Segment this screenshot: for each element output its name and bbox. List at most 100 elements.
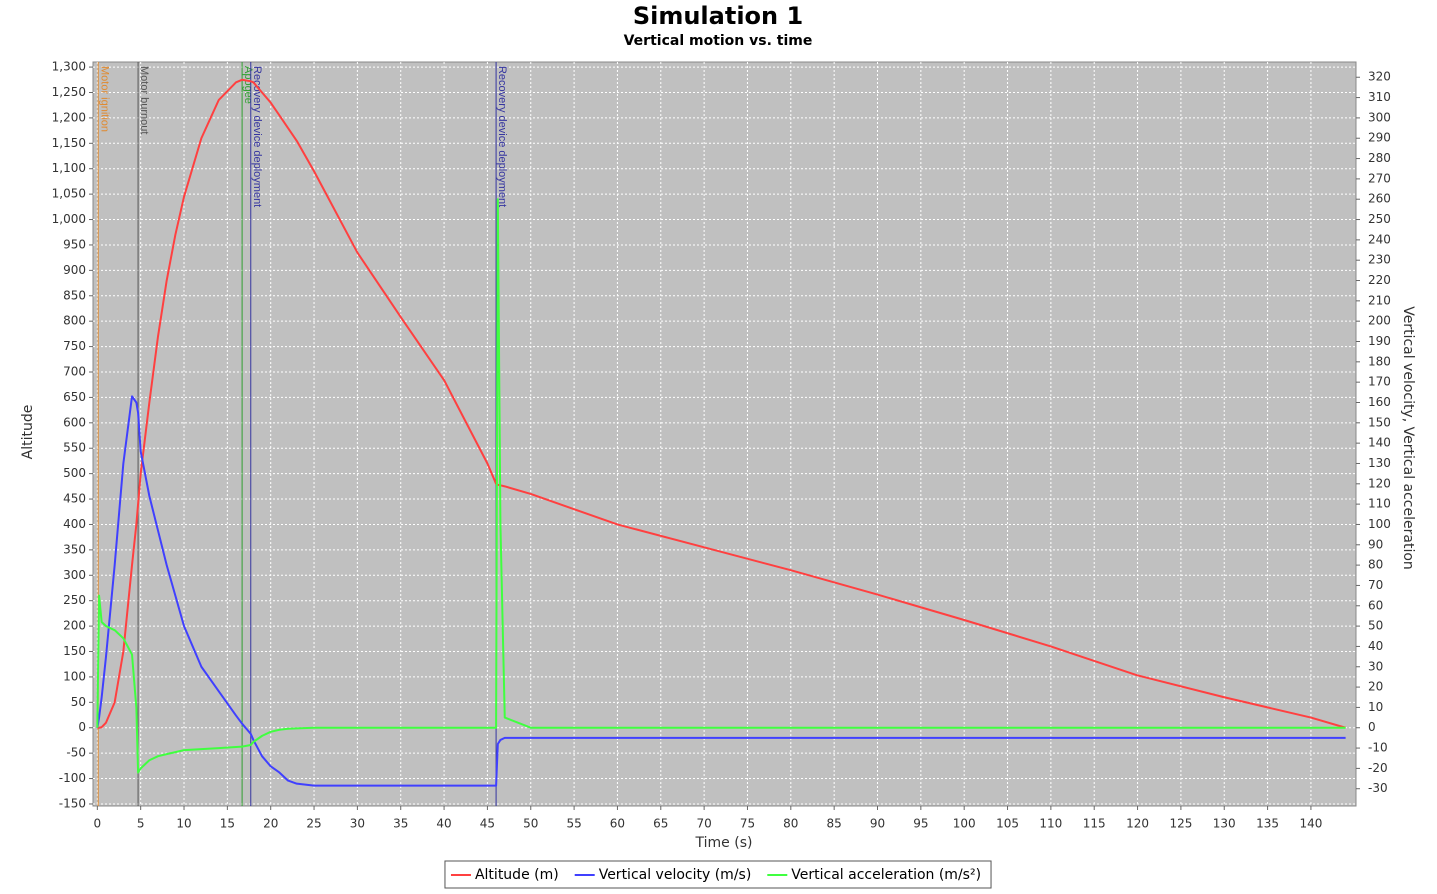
y-tick-label: 1,250 xyxy=(52,85,86,99)
y-tick-label: 850 xyxy=(63,288,86,302)
y-tick-label: 0 xyxy=(78,720,86,734)
y-tick-label: -150 xyxy=(59,796,86,810)
x-tick-label: 125 xyxy=(1169,817,1192,831)
y2-tick-label: 290 xyxy=(1368,131,1391,145)
series-line xyxy=(96,198,1346,774)
y-tick-label: 250 xyxy=(63,593,86,607)
y-tick-label: 750 xyxy=(63,339,86,353)
x-tick-label: 30 xyxy=(350,817,365,831)
y2-tick-label: 110 xyxy=(1368,497,1391,511)
y2-tick-label: 80 xyxy=(1368,558,1383,572)
x-tick-label: 80 xyxy=(783,817,798,831)
y-axis-title: Altitude xyxy=(20,405,36,460)
x-tick-label: 130 xyxy=(1213,817,1236,831)
y-tick-label: 150 xyxy=(63,644,86,658)
y-tick-label: 1,100 xyxy=(52,161,86,175)
chart-subtitle: Vertical motion vs. time xyxy=(624,33,813,49)
event-label: Motor burnout xyxy=(138,66,150,134)
y2-tick-label: 50 xyxy=(1368,619,1383,633)
x-tick-label: 45 xyxy=(480,817,495,831)
y-tick-label: 700 xyxy=(63,365,86,379)
y2-tick-label: -20 xyxy=(1368,761,1388,775)
x-tick-label: 50 xyxy=(523,817,538,831)
x-tick-label: 60 xyxy=(610,817,625,831)
y-tick-label: 900 xyxy=(63,263,86,277)
x-tick-label: 120 xyxy=(1126,817,1149,831)
y2-tick-label: 300 xyxy=(1368,110,1391,124)
y2-tick-label: 230 xyxy=(1368,253,1391,267)
legend-label: Vertical velocity (m/s) xyxy=(599,867,752,883)
x-tick-label: 20 xyxy=(263,817,278,831)
y2-tick-label: 130 xyxy=(1368,456,1391,470)
y2-tick-label: 140 xyxy=(1368,436,1391,450)
x-tick-label: 115 xyxy=(1083,817,1106,831)
y2-tick-label: 170 xyxy=(1368,375,1391,389)
y2-tick-label: 310 xyxy=(1368,90,1391,104)
legend-label: Vertical acceleration (m/s²) xyxy=(791,867,981,883)
x-tick-label: 75 xyxy=(740,817,755,831)
x-tick-label: 10 xyxy=(176,817,191,831)
y-tick-label: 350 xyxy=(63,542,86,556)
y-tick-label: 200 xyxy=(63,619,86,633)
y2-tick-label: 260 xyxy=(1368,192,1391,206)
y-tick-label: 1,000 xyxy=(52,212,86,226)
y-tick-label: 600 xyxy=(63,415,86,429)
y-tick-label: 550 xyxy=(63,441,86,455)
x-tick-label: 25 xyxy=(306,817,321,831)
y-tick-label: -100 xyxy=(59,771,86,785)
y-tick-label: 950 xyxy=(63,237,86,251)
x-tick-label: 40 xyxy=(436,817,451,831)
series-line xyxy=(97,78,1346,729)
y2-tick-label: -10 xyxy=(1368,741,1388,755)
x-tick-label: 65 xyxy=(653,817,668,831)
event-label: Recovery device deployment xyxy=(496,66,508,207)
y2-tick-label: 250 xyxy=(1368,212,1391,226)
x-tick-label: 110 xyxy=(1039,817,1062,831)
x-tick-label: 55 xyxy=(566,817,581,831)
chart-title: Simulation 1 xyxy=(633,2,803,30)
y2-tick-label: 30 xyxy=(1368,659,1383,673)
event-label: Motor ignition xyxy=(98,66,110,132)
y2-tick-label: 20 xyxy=(1368,680,1383,694)
y2-tick-label: 220 xyxy=(1368,273,1391,287)
y2-tick-label: 100 xyxy=(1368,517,1391,531)
x-tick-label: 0 xyxy=(94,817,102,831)
y2-tick-label: 40 xyxy=(1368,639,1383,653)
x-tick-label: 5 xyxy=(137,817,145,831)
y-tick-label: 1,200 xyxy=(52,110,86,124)
x-axis-title: Time (s) xyxy=(695,835,753,851)
y2-tick-label: 270 xyxy=(1368,171,1391,185)
series-line xyxy=(96,395,1346,787)
y-tick-label: 300 xyxy=(63,568,86,582)
y2-tick-label: 120 xyxy=(1368,476,1391,490)
y2-tick-label: 160 xyxy=(1368,395,1391,409)
y2-tick-label: 280 xyxy=(1368,151,1391,165)
y2-axis-title: Vertical velocity, Vertical acceleration xyxy=(1400,306,1416,570)
legend-box xyxy=(444,860,992,889)
y2-tick-label: -30 xyxy=(1368,781,1388,795)
y-tick-label: 1,150 xyxy=(52,136,86,150)
y-tick-label: -50 xyxy=(66,746,86,760)
y2-tick-label: 320 xyxy=(1368,70,1391,84)
x-tick-label: 15 xyxy=(220,817,235,831)
y2-tick-label: 150 xyxy=(1368,415,1391,429)
y2-tick-label: 0 xyxy=(1368,720,1376,734)
x-tick-label: 140 xyxy=(1299,817,1322,831)
y-tick-label: 800 xyxy=(63,314,86,328)
event-label: Recovery device deployment xyxy=(251,66,263,207)
y2-tick-label: 190 xyxy=(1368,334,1391,348)
legend: Altitude (m) Vertical velocity (m/s) Verti… xyxy=(444,860,992,889)
y-tick-label: 400 xyxy=(63,517,86,531)
y2-tick-label: 240 xyxy=(1368,232,1391,246)
x-tick-label: 95 xyxy=(913,817,928,831)
y-tick-label: 500 xyxy=(63,466,86,480)
legend-label: Altitude (m) xyxy=(475,867,559,883)
y-tick-label: 50 xyxy=(71,695,86,709)
y-tick-label: 1,300 xyxy=(52,60,86,74)
y2-tick-label: 70 xyxy=(1368,578,1383,592)
plot-background xyxy=(92,61,1357,807)
x-tick-label: 100 xyxy=(953,817,976,831)
x-tick-label: 105 xyxy=(996,817,1019,831)
y2-tick-label: 60 xyxy=(1368,598,1383,612)
